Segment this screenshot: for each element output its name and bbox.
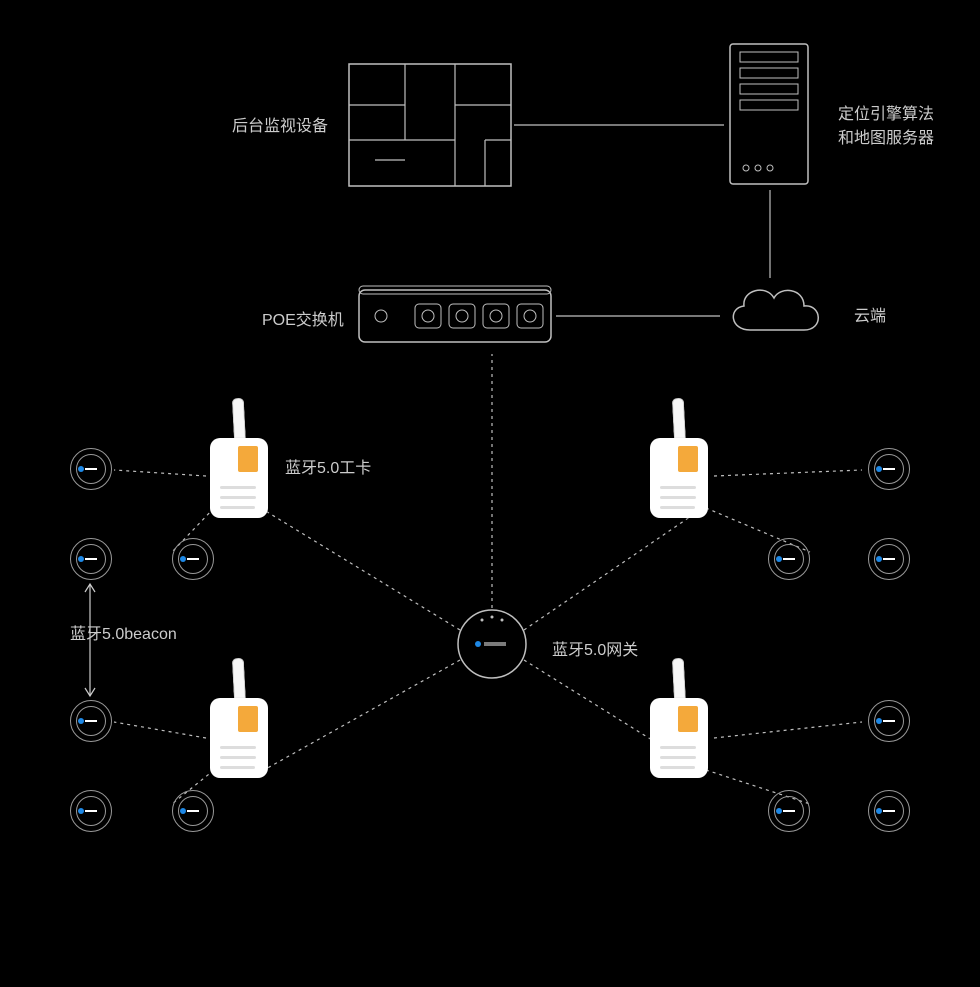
- beacon-icon: [70, 700, 112, 742]
- beacon-icon: [768, 538, 810, 580]
- server-label-line2: 和地图服务器: [838, 130, 934, 147]
- idcard-label: 蓝牙5.0工卡: [285, 454, 371, 478]
- cloud: [720, 278, 828, 344]
- server-label-line1: 定位引擎算法: [838, 106, 934, 123]
- beacon-icon: [768, 790, 810, 832]
- beacon-icon: [172, 790, 214, 832]
- monitor-label: 后台监视设备: [232, 112, 328, 136]
- monitor-device: [345, 60, 515, 190]
- beacon-icon: [70, 790, 112, 832]
- beacon-icon: [868, 448, 910, 490]
- cloud-label: 云端: [854, 302, 886, 326]
- gateway-label: 蓝牙5.0网关: [552, 636, 638, 660]
- beacon-icon: [70, 448, 112, 490]
- diagram-canvas: 后台监视设备 定位引擎算法 和地图服务器: [0, 0, 980, 987]
- id-card-icon: [210, 698, 268, 778]
- beacon-icon: [868, 538, 910, 580]
- bt-gateway: [456, 608, 528, 680]
- beacon-icon: [70, 538, 112, 580]
- beacon-icon: [868, 790, 910, 832]
- id-card-icon: [650, 438, 708, 518]
- id-card-icon: [650, 698, 708, 778]
- beacon-icon: [868, 700, 910, 742]
- beacon-label: 蓝牙5.0beacon: [70, 620, 177, 644]
- poe-switch: [355, 280, 555, 352]
- server: [724, 40, 814, 188]
- beacon-icon: [172, 538, 214, 580]
- id-card-icon: [210, 438, 268, 518]
- switch-label: POE交换机: [262, 306, 344, 330]
- server-label: 定位引擎算法 和地图服务器: [838, 100, 934, 148]
